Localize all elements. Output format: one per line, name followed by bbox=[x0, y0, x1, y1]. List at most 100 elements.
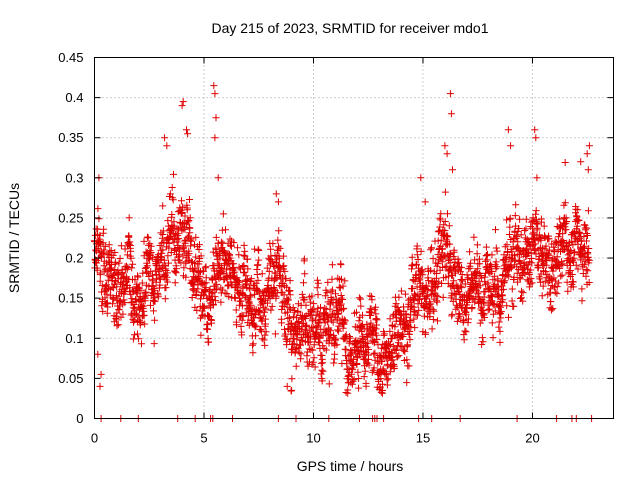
data-point bbox=[525, 283, 533, 291]
data-point bbox=[465, 315, 472, 323]
data-point bbox=[496, 338, 504, 346]
data-point bbox=[522, 215, 530, 223]
data-point bbox=[238, 316, 246, 324]
data-point bbox=[523, 265, 531, 273]
data-point bbox=[297, 341, 304, 349]
data-point bbox=[391, 323, 399, 331]
data-point bbox=[481, 314, 489, 321]
data-point bbox=[182, 273, 190, 281]
chart-title: Day 215 of 2023, SRMTID for receiver mdo… bbox=[211, 20, 488, 36]
data-point bbox=[131, 331, 138, 339]
data-point bbox=[528, 259, 536, 267]
data-point bbox=[310, 306, 318, 314]
data-point bbox=[197, 295, 204, 303]
data-point bbox=[491, 307, 499, 315]
data-point bbox=[137, 286, 145, 294]
data-point bbox=[536, 275, 544, 283]
data-point bbox=[533, 174, 541, 182]
data-point bbox=[143, 262, 151, 270]
data-point bbox=[581, 257, 589, 265]
data-point bbox=[94, 225, 102, 233]
data-point bbox=[395, 293, 403, 301]
data-point bbox=[183, 126, 190, 134]
data-point bbox=[337, 300, 345, 308]
data-point bbox=[113, 322, 121, 330]
data-point bbox=[464, 299, 472, 306]
data-point bbox=[437, 210, 445, 218]
data-point bbox=[424, 292, 432, 300]
data-point bbox=[401, 348, 409, 356]
data-point bbox=[262, 305, 270, 313]
data-point bbox=[551, 237, 559, 245]
data-point bbox=[378, 357, 386, 365]
data-point bbox=[300, 331, 307, 339]
data-point bbox=[511, 252, 518, 260]
data-point bbox=[116, 255, 124, 262]
data-point bbox=[151, 267, 159, 275]
data-point bbox=[547, 298, 555, 306]
data-point bbox=[156, 281, 164, 289]
data-point bbox=[231, 293, 239, 301]
data-point bbox=[468, 304, 476, 311]
data-point bbox=[428, 244, 436, 252]
data-point bbox=[464, 274, 472, 282]
data-point bbox=[155, 266, 163, 274]
data-point bbox=[257, 327, 265, 335]
data-point bbox=[254, 276, 262, 284]
data-point bbox=[223, 275, 231, 283]
data-point bbox=[571, 249, 579, 256]
data-point bbox=[113, 316, 120, 324]
data-point bbox=[143, 233, 151, 241]
data-point bbox=[221, 261, 228, 269]
data-point bbox=[163, 142, 171, 150]
data-point bbox=[163, 269, 171, 277]
data-point bbox=[188, 294, 196, 301]
data-point bbox=[339, 324, 347, 332]
data-point bbox=[114, 267, 122, 275]
data-point bbox=[326, 305, 334, 313]
data-point bbox=[141, 320, 149, 328]
data-point bbox=[131, 311, 139, 319]
data-point bbox=[225, 293, 233, 301]
data-point bbox=[249, 349, 257, 357]
data-point bbox=[429, 306, 437, 314]
data-point bbox=[280, 291, 288, 299]
data-point bbox=[192, 253, 200, 261]
data-point bbox=[328, 261, 336, 269]
data-point bbox=[370, 350, 378, 358]
data-point bbox=[441, 227, 449, 235]
data-point bbox=[185, 250, 193, 258]
data-point bbox=[556, 264, 564, 272]
data-point bbox=[150, 307, 157, 315]
data-point bbox=[204, 325, 212, 333]
data-point bbox=[534, 220, 542, 228]
data-point bbox=[373, 336, 381, 343]
data-point bbox=[286, 291, 294, 299]
data-point bbox=[582, 272, 590, 280]
data-point bbox=[197, 252, 205, 260]
data-point bbox=[306, 298, 314, 306]
data-point bbox=[186, 196, 193, 203]
data-point bbox=[138, 279, 146, 287]
data-point bbox=[230, 239, 238, 247]
data-point bbox=[147, 301, 154, 309]
data-point bbox=[178, 197, 185, 205]
data-point bbox=[466, 248, 474, 256]
data-point bbox=[499, 296, 507, 304]
data-point bbox=[179, 98, 187, 106]
data-point bbox=[410, 297, 418, 305]
data-point bbox=[449, 166, 456, 174]
data-point bbox=[508, 285, 516, 293]
data-point bbox=[554, 233, 562, 241]
data-point bbox=[504, 126, 512, 134]
data-point bbox=[329, 286, 337, 294]
data-point bbox=[361, 367, 369, 375]
data-point bbox=[413, 242, 421, 250]
data-point bbox=[532, 207, 540, 215]
data-point bbox=[135, 335, 143, 343]
data-point bbox=[439, 253, 447, 261]
data-point bbox=[145, 273, 153, 280]
data-point bbox=[275, 227, 283, 235]
data-point bbox=[353, 308, 360, 316]
data-point bbox=[584, 207, 592, 215]
